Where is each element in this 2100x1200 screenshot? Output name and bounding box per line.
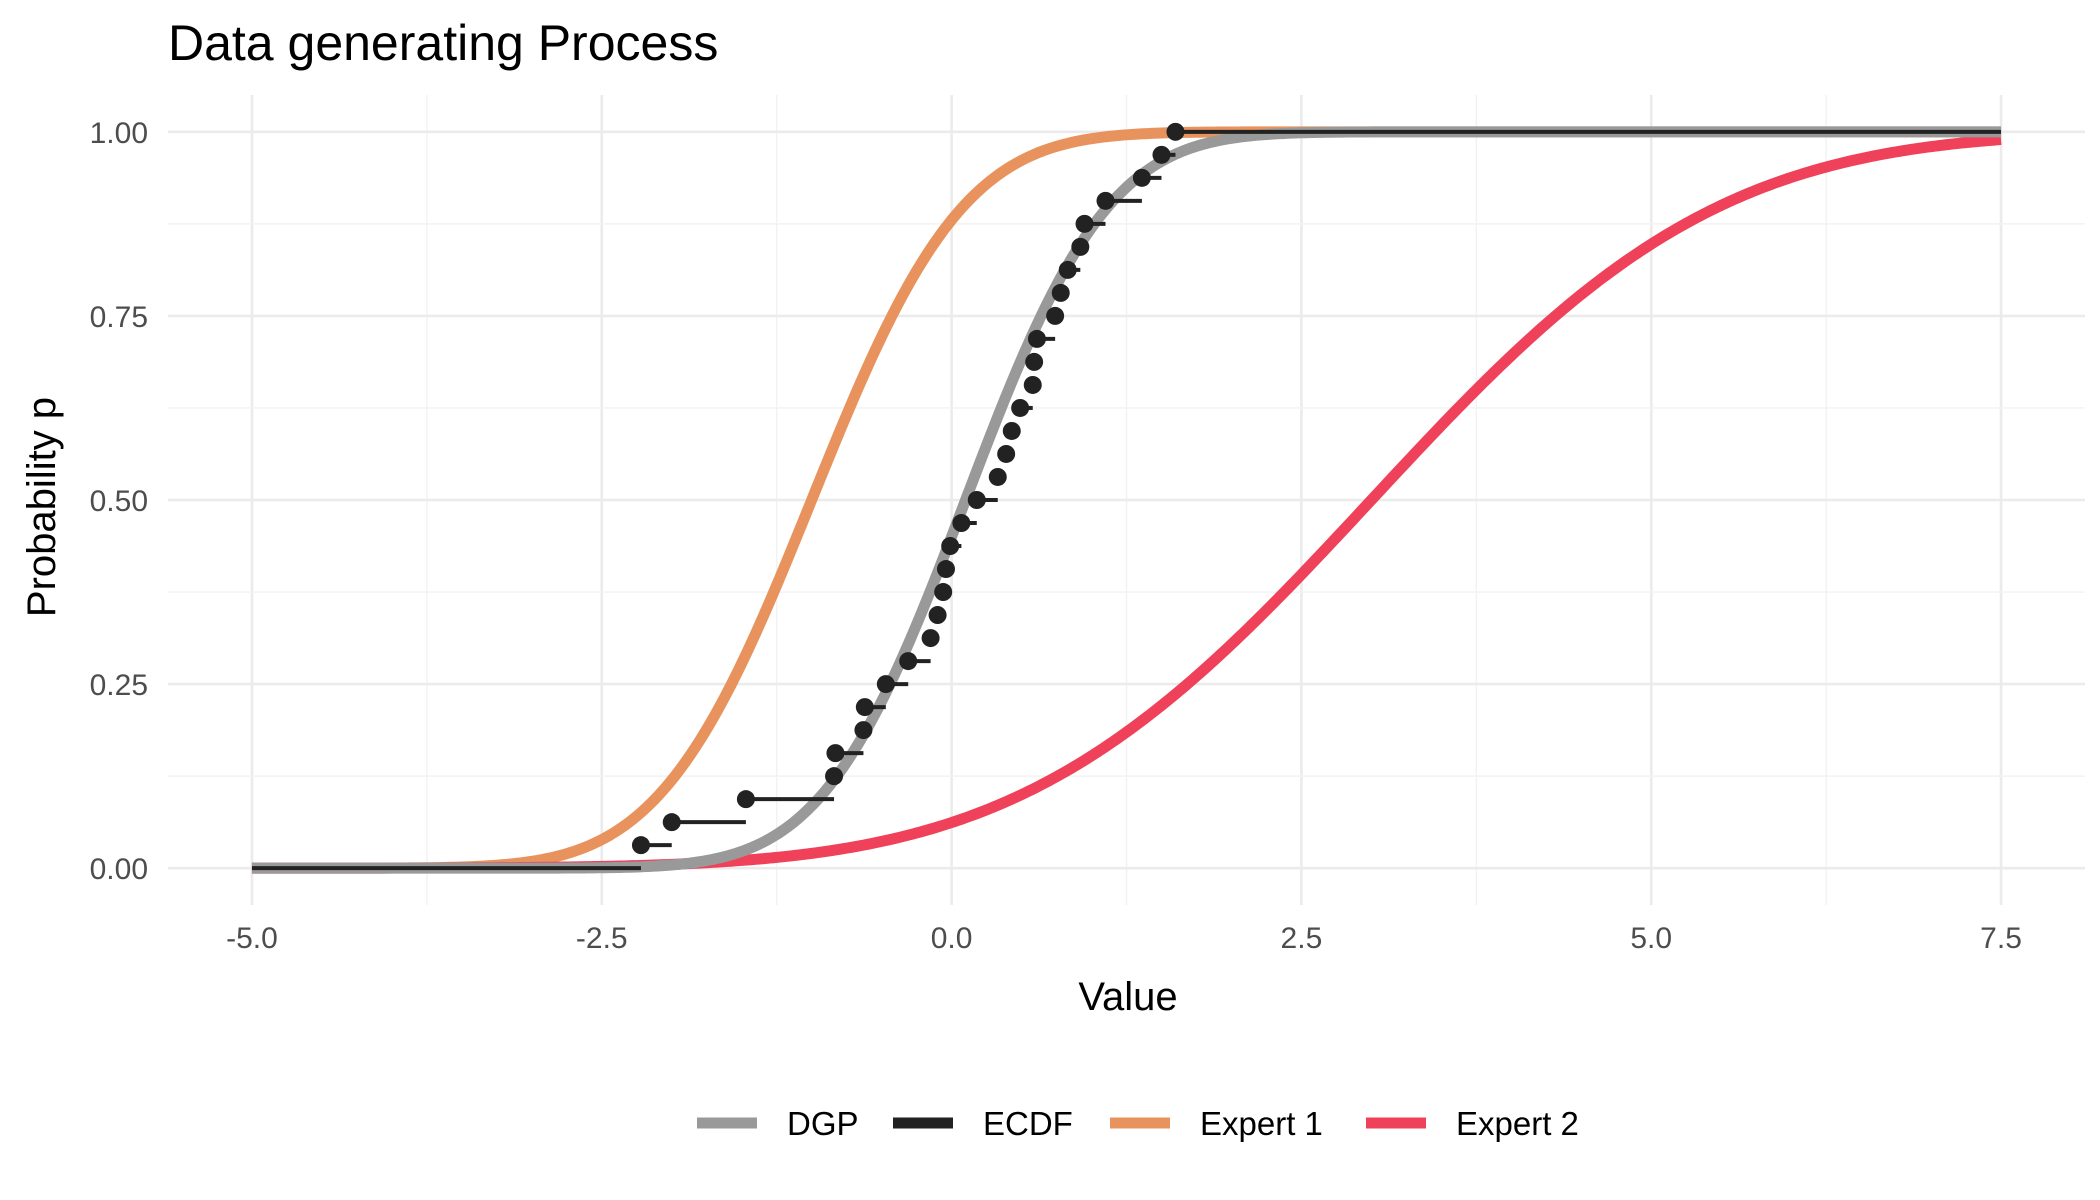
- legend-label-expert-1: Expert 1: [1200, 1105, 1323, 1142]
- x-tick-label: -5.0: [226, 922, 278, 955]
- ecdf-point: [921, 629, 940, 648]
- ecdf-point: [1023, 375, 1042, 394]
- x-tick-label: 7.5: [1980, 922, 2022, 955]
- ecdf-point: [1132, 168, 1151, 187]
- x-tick-label: 5.0: [1630, 922, 1672, 955]
- ecdf-point: [854, 721, 873, 740]
- ecdf-point: [631, 836, 650, 855]
- ecdf-point: [899, 652, 918, 671]
- ecdf-point: [825, 767, 844, 786]
- x-tick-label: -2.5: [576, 922, 628, 955]
- legend-label-expert-2: Expert 2: [1456, 1105, 1579, 1142]
- ecdf-point: [1025, 352, 1044, 371]
- ecdf-point: [952, 514, 971, 533]
- y-axis-ticks: 0.00 0.25 0.50 0.75 1.00: [90, 117, 148, 886]
- legend-label-dgp: DGP: [787, 1105, 859, 1142]
- ecdf-point: [662, 813, 681, 832]
- ecdf-point: [997, 444, 1016, 463]
- y-tick-label: 0.75: [90, 301, 148, 334]
- ecdf-point: [1075, 214, 1094, 233]
- x-axis-ticks: -5.0 -2.5 0.0 2.5 5.0 7.5: [226, 922, 2022, 955]
- x-axis-title: Value: [1078, 975, 1177, 1019]
- ecdf-point: [936, 560, 955, 579]
- ecdf-point: [934, 583, 953, 602]
- ecdf-point: [826, 744, 845, 763]
- ecdf-point: [1096, 191, 1115, 210]
- y-tick-label: 1.00: [90, 117, 148, 150]
- ecdf-point: [1166, 122, 1185, 141]
- legend: DGP ECDF Expert 1 Expert 2: [697, 1105, 1579, 1142]
- grid-lines: [168, 95, 2085, 905]
- y-tick-label: 0.50: [90, 485, 148, 518]
- ecdf-point: [1071, 237, 1090, 256]
- ecdf-point: [876, 675, 895, 694]
- x-tick-label: 0.0: [931, 922, 973, 955]
- y-tick-label: 0.00: [90, 853, 148, 886]
- ecdf-point: [1011, 398, 1030, 417]
- legend-label-ecdf: ECDF: [983, 1105, 1073, 1142]
- y-tick-label: 0.25: [90, 669, 148, 702]
- x-tick-label: 2.5: [1281, 922, 1323, 955]
- ecdf-point: [1051, 283, 1070, 302]
- ecdf-point: [1058, 260, 1077, 279]
- ecdf-series: [251, 122, 2002, 871]
- ecdf-point: [855, 698, 874, 717]
- ecdf-point: [1046, 306, 1065, 325]
- ecdf-point: [928, 606, 947, 625]
- ecdf-point: [1002, 421, 1021, 440]
- ecdf-point: [941, 537, 960, 556]
- ecdf-point: [967, 491, 986, 509]
- ecdf-point: [736, 790, 755, 809]
- y-axis-title: Probability p: [20, 397, 64, 617]
- chart-title: Data generating Process: [168, 15, 718, 71]
- series-layer: [249, 122, 2004, 874]
- ecdf-point: [988, 467, 1007, 486]
- ecdf-point: [1027, 329, 1046, 348]
- ecdf-point: [1152, 145, 1171, 164]
